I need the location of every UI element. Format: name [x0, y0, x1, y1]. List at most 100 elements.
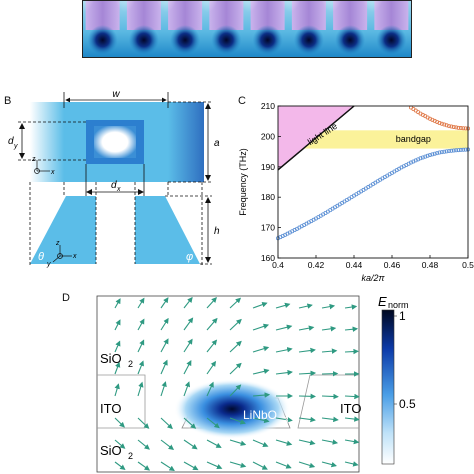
field-vector	[183, 360, 192, 375]
x-tick-label: 0.42	[308, 260, 325, 270]
field-vector	[321, 416, 339, 423]
label-h: h	[214, 226, 220, 237]
field-vector	[321, 326, 337, 332]
field-spot	[87, 25, 118, 55]
label-w: w	[112, 89, 120, 100]
field-vector	[160, 338, 169, 353]
series-0-point	[454, 148, 459, 153]
field-vector	[160, 461, 175, 472]
series-1-point	[454, 125, 459, 130]
field-vector	[298, 461, 316, 469]
series-0-point	[444, 149, 449, 154]
label-dy-sub: y	[13, 143, 18, 150]
label-sio2-bottom: SiO	[100, 443, 122, 458]
y-tick-label: 170	[261, 223, 275, 233]
field-vector	[114, 439, 126, 449]
field-vector	[183, 417, 197, 429]
band-diagram-chart: 0.4 0.42 0.44 0.46 0.48 0.5 160 170 180 190 200 210…	[238, 101, 474, 283]
colorbar-title-sub: norm	[388, 300, 409, 310]
x-tick-label: 0.4	[272, 260, 284, 270]
field-spot	[128, 25, 159, 55]
field-spot	[211, 25, 242, 55]
field-vector	[229, 384, 242, 397]
plot-frame	[277, 105, 469, 259]
field-vector	[252, 461, 268, 470]
label-ito-left: ITO	[100, 401, 121, 416]
y-axis-label: Frequency (THz)	[238, 148, 248, 216]
series-0-point	[418, 156, 423, 161]
annotation-bandgap: bandgap	[396, 134, 431, 144]
field-vector	[160, 317, 169, 331]
field-vector	[114, 340, 121, 353]
series-0-point	[435, 151, 440, 156]
field-vector	[229, 461, 247, 468]
field-vector	[275, 324, 293, 331]
field-vector	[206, 339, 218, 353]
field-vector	[344, 393, 360, 400]
field-vector	[298, 303, 313, 309]
panel-a-field-map	[82, 0, 412, 58]
series-0-point	[449, 148, 454, 153]
field-glow	[82, 0, 94, 28]
y-tick-label: 210	[261, 101, 275, 111]
field-vector	[229, 362, 242, 375]
label-linbo3: LiNbO	[243, 408, 277, 422]
panel-d-field-map: E norm 1 0.5 SiO 2 ITO SiO 2 LiNbO 3 ITO	[96, 294, 416, 473]
panel-d-label: D	[62, 292, 70, 304]
panel-b-label: B	[4, 95, 12, 107]
field-vector	[275, 369, 293, 376]
light-line-edge	[277, 105, 355, 171]
label-sio2-top: SiO	[100, 351, 122, 366]
field-vector	[298, 370, 317, 377]
field-vector	[160, 417, 173, 430]
series-1-point	[463, 126, 468, 131]
field-vector	[137, 417, 150, 429]
series-1-point	[449, 124, 454, 129]
field-vector	[298, 439, 316, 446]
label-theta: θ	[38, 251, 44, 263]
field-vector	[206, 317, 218, 331]
colorbar-title: E	[378, 294, 387, 309]
axis-x-bottom: x	[72, 253, 77, 260]
field-vector	[298, 325, 315, 331]
colorbar-tick-max: 1	[399, 309, 406, 323]
series-1-point	[456, 125, 461, 130]
label-dx: d	[111, 180, 117, 191]
field-glow	[362, 0, 383, 28]
field-spot	[170, 25, 201, 55]
series-0-point	[423, 154, 428, 159]
field-vector	[206, 461, 223, 470]
series-1-point	[442, 122, 447, 127]
axis-x-top: x	[50, 169, 55, 176]
label-ito-right: ITO	[340, 401, 361, 416]
field-vector	[137, 339, 145, 353]
field-vector	[183, 296, 193, 309]
field-vector	[137, 439, 150, 450]
field-vector	[275, 417, 293, 423]
field-vector	[206, 381, 214, 397]
field-vector	[252, 323, 270, 331]
field-vector	[229, 439, 247, 446]
y-tick-label: 200	[261, 131, 275, 141]
series-0-point	[437, 150, 442, 155]
panel-b-schematic: w a d y d x h θ φ z x z x y	[8, 89, 220, 268]
field-vector	[252, 302, 268, 309]
field-vector	[229, 297, 242, 309]
field-vector	[252, 392, 271, 398]
axis-y-bottom: y	[46, 261, 51, 268]
series-1-point	[458, 126, 463, 131]
label-phi: φ	[186, 251, 193, 263]
field-vector	[252, 439, 269, 447]
x-tick-label: 0.44	[346, 260, 363, 270]
series-1-point	[437, 121, 442, 126]
field-vector	[114, 361, 121, 375]
series-1-point	[451, 124, 456, 129]
field-vector	[160, 381, 167, 397]
series-0-point	[432, 151, 437, 156]
field-vector	[229, 340, 242, 353]
field-vector	[275, 439, 293, 446]
series-0-point	[420, 155, 425, 160]
field-vector	[321, 461, 337, 468]
field-vector	[206, 297, 217, 309]
field-vector	[183, 317, 194, 331]
